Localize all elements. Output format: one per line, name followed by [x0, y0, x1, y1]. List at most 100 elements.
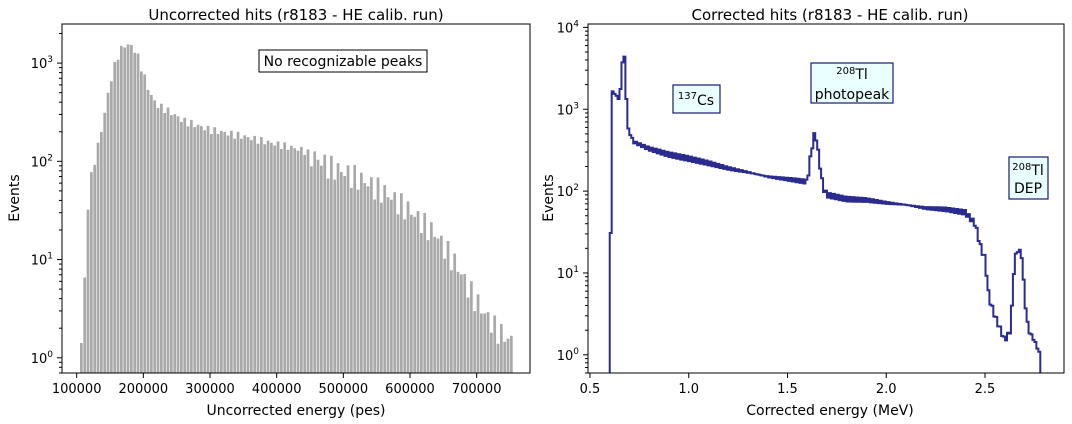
- histogram-bar: [393, 192, 397, 373]
- right-x-axis-label: Corrected energy (MeV): [746, 403, 913, 419]
- left-x-tick-label: 400000: [252, 382, 302, 397]
- left-annotation-box: [258, 49, 428, 73]
- histogram-bar: [280, 149, 283, 373]
- histogram-bar: [316, 159, 320, 373]
- histogram-bar: [323, 154, 327, 373]
- left-plot-area: [80, 44, 513, 374]
- cs137-box: [672, 84, 721, 114]
- left-y-tick-label: 101: [31, 252, 53, 269]
- histogram-bar: [450, 270, 453, 373]
- histogram-bar: [456, 271, 460, 373]
- histogram-bar: [146, 89, 150, 373]
- histogram-bar: [476, 294, 480, 373]
- left-y-ticks: 100 101 102 103: [31, 33, 62, 374]
- histogram-bar: [273, 145, 277, 373]
- histogram-bar: [350, 187, 353, 373]
- histogram-bar: [116, 59, 120, 374]
- histogram-bar: [463, 274, 467, 373]
- left-x-tick-label: 200000: [119, 382, 169, 397]
- histogram-bar: [96, 142, 100, 373]
- histogram-bar: [343, 176, 347, 373]
- histogram-bar: [440, 235, 443, 373]
- histogram-bar: [436, 238, 440, 373]
- histogram-bar: [433, 236, 437, 373]
- histogram-bar: [503, 341, 507, 373]
- right-axes-frame: [587, 23, 1065, 374]
- cs137-label: 137Cs: [678, 91, 714, 109]
- tl208-dep-label: 208Tl: [1012, 162, 1044, 179]
- histogram-bar: [180, 121, 183, 374]
- histogram-bar: [403, 219, 407, 373]
- histogram-bar: [346, 165, 350, 373]
- histogram-bar: [486, 312, 490, 373]
- histogram-bar: [373, 199, 377, 373]
- left-chart-title: Uncorrected hits (r8183 - HE calib. run): [148, 6, 443, 24]
- histogram-bar: [233, 138, 237, 373]
- histogram-bar: [136, 53, 140, 373]
- histogram-bar: [140, 71, 143, 373]
- histogram-bar: [186, 126, 190, 373]
- histogram-bar: [370, 177, 373, 373]
- left-x-tick-label: 700000: [452, 382, 502, 397]
- histogram-bar: [500, 324, 503, 373]
- right-x-tick-label: 2.5: [975, 382, 996, 397]
- histogram-bar: [396, 214, 400, 373]
- histogram-bar: [313, 151, 317, 373]
- histogram-bar: [366, 186, 370, 373]
- histogram-bar: [386, 197, 390, 373]
- left-y-tick-label: 102: [31, 153, 53, 170]
- histogram-bar: [336, 163, 340, 373]
- histogram-bar: [480, 313, 483, 373]
- histogram-bar: [156, 107, 160, 374]
- histogram-bar: [163, 112, 167, 373]
- histogram-bar: [306, 149, 310, 373]
- histogram-bar: [413, 216, 417, 373]
- tl208-photopeak-box: [810, 62, 894, 104]
- histogram-bar: [310, 166, 313, 373]
- histogram-bar: [300, 146, 303, 373]
- left-x-axis-label: Uncorrected energy (pes): [206, 403, 385, 419]
- right-y-axis-label: Events: [541, 174, 557, 221]
- right-y-tick-label: 103: [557, 101, 579, 118]
- tl208-photopeak-sub: photopeak: [815, 87, 890, 103]
- histogram-bar: [236, 131, 240, 373]
- right-y-tick-label: 102: [557, 183, 579, 200]
- histogram-bar: [353, 165, 357, 373]
- histogram-bar: [170, 115, 173, 374]
- histogram-bar: [423, 212, 427, 373]
- histogram-bar: [220, 130, 223, 373]
- left-x-tick-label: 300000: [185, 382, 235, 397]
- histogram-bar: [176, 116, 180, 374]
- corrected-step-line: [608, 55, 1042, 373]
- histogram-bar: [123, 47, 127, 374]
- histogram-bar: [226, 135, 230, 373]
- histogram-bar: [246, 137, 250, 373]
- annotation-tl208-dep: 208Tl DEP: [1008, 156, 1049, 200]
- histogram-bar: [166, 107, 170, 374]
- histogram-bar: [270, 142, 273, 373]
- histogram-bar: [126, 44, 130, 373]
- annotation-cs137: 137Cs: [672, 84, 721, 114]
- histogram-bar: [420, 233, 423, 373]
- histogram-bar: [290, 145, 293, 373]
- right-x-tick-label: 1.0: [678, 382, 699, 397]
- histogram-bar: [80, 342, 83, 373]
- histogram-bar: [466, 297, 470, 373]
- histogram-bar: [206, 125, 210, 374]
- left-x-tick-label: 100000: [52, 382, 102, 397]
- right-x-tick-label: 2.0: [876, 382, 897, 397]
- histogram-bar: [243, 135, 247, 373]
- histogram-bar: [330, 155, 333, 373]
- right-x-tick-label: 0.5: [580, 382, 601, 397]
- left-x-ticks: 100000 200000 300000 400000 500000 600000 7000…: [52, 373, 502, 397]
- histogram-bar: [193, 127, 197, 373]
- histogram-bar: [153, 100, 157, 374]
- histogram-bar: [240, 138, 243, 373]
- histogram-bar: [430, 222, 433, 373]
- left-y-tick-label: 103: [31, 55, 53, 72]
- left-axes-frame: [61, 23, 531, 374]
- histogram-bar: [360, 172, 363, 373]
- histogram-bar: [100, 131, 103, 373]
- right-y-ticks: 100 101 102 103 104: [557, 19, 588, 374]
- histogram-bar: [326, 178, 330, 373]
